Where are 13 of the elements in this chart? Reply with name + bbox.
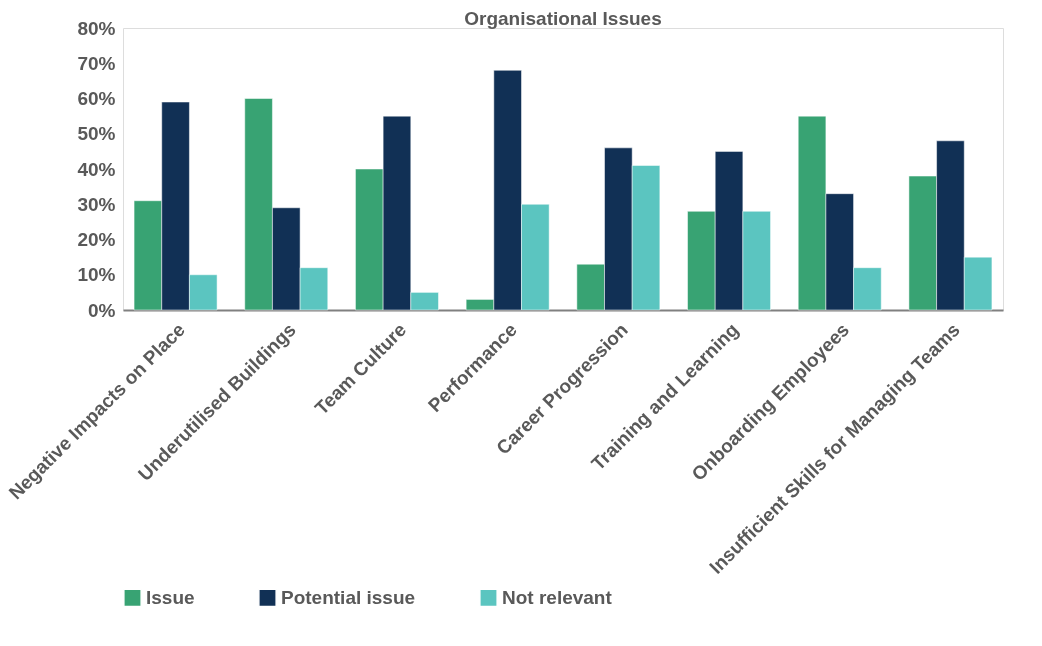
y-tick-label: 80% xyxy=(77,17,116,39)
legend-label: Potential issue xyxy=(281,586,416,608)
chart-title: Organisational Issues xyxy=(464,8,662,29)
y-tick-label: 30% xyxy=(77,193,116,215)
y-tick-label: 70% xyxy=(77,52,116,74)
y-tick-label: 0% xyxy=(88,299,116,321)
y-tick-label: 40% xyxy=(77,158,116,180)
y-tick-label: 20% xyxy=(77,229,116,250)
y-tick-label: 50% xyxy=(77,123,116,145)
y-tick-label: 60% xyxy=(77,88,116,109)
legend-label: Issue xyxy=(146,586,195,608)
legend-label: Not relevant xyxy=(502,586,613,608)
y-tick-label: 10% xyxy=(77,264,116,286)
